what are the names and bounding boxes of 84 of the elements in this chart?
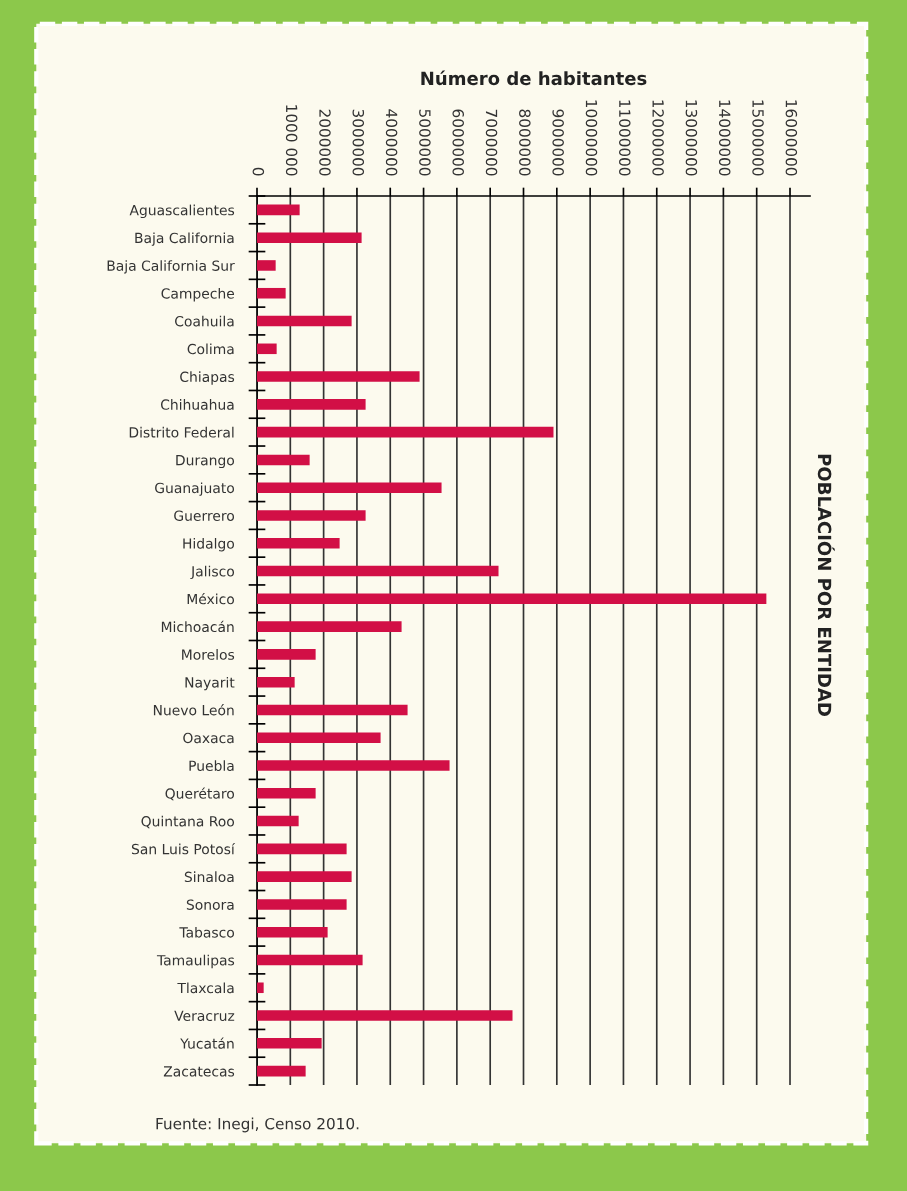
y-tick-label: Hidalgo xyxy=(183,537,235,552)
bar xyxy=(257,510,366,521)
y-tick-label: Baja California xyxy=(135,232,234,246)
y-tick-label: Coahuila xyxy=(175,315,234,327)
y-tick-label: Nayarit xyxy=(185,676,235,691)
y-tick-label: San Luis Potosí xyxy=(131,843,236,855)
bar xyxy=(257,704,408,716)
y-tick-label: Oaxaca xyxy=(183,732,234,744)
bar xyxy=(257,1065,306,1077)
y-tick-label: Tlaxcala xyxy=(177,982,234,994)
y-tick-label: Jalisco xyxy=(190,565,235,580)
bar xyxy=(257,621,402,632)
bar xyxy=(257,260,276,271)
bar xyxy=(257,371,420,382)
bar xyxy=(257,899,347,910)
x-axis-title: Número de habitantes xyxy=(421,70,647,86)
x-tick-label: 3000000 xyxy=(352,109,365,176)
bar xyxy=(257,287,286,299)
bar xyxy=(257,843,347,855)
y-tick-label: Michoacán xyxy=(161,620,234,633)
x-tick-label: 10000000 xyxy=(585,100,598,176)
bar xyxy=(257,426,554,438)
y-tick-label: Veracruz xyxy=(174,1010,235,1022)
x-tick-label: 1000 000 xyxy=(285,105,298,176)
bar xyxy=(257,954,363,966)
y-axis-title: POBLACIÓN POR ENTIDAD xyxy=(817,454,835,716)
bar xyxy=(257,871,352,882)
x-tick-label: 4000000 xyxy=(385,109,398,176)
bar xyxy=(257,537,340,549)
y-tick-label: Morelos xyxy=(182,649,235,660)
y-tick-label: Sonora xyxy=(186,899,234,910)
bar xyxy=(257,454,310,466)
bar xyxy=(257,649,316,660)
bar xyxy=(257,204,300,216)
y-tick-label: Zacatecas xyxy=(163,1066,235,1077)
bar xyxy=(257,1038,322,1049)
bar xyxy=(257,593,767,605)
y-tick-label: México xyxy=(187,593,235,605)
y-tick-label: Aguascalientes xyxy=(129,204,235,219)
y-tick-label: Baja California Sur xyxy=(107,260,235,274)
x-tick-label: 13000000 xyxy=(685,100,698,176)
x-tick-label: 14000000 xyxy=(718,100,731,176)
x-tick-label: 9000000 xyxy=(552,109,564,176)
y-tick-label: Puebla xyxy=(189,760,234,771)
x-tick-label: 11000000 xyxy=(619,100,631,176)
x-tick-label: 12000000 xyxy=(652,100,664,176)
y-tick-label: Tabasco xyxy=(179,926,235,938)
bar xyxy=(257,788,316,799)
bar xyxy=(257,565,499,577)
bar xyxy=(257,343,277,355)
x-tick-label: 8000000 xyxy=(519,109,531,176)
bar xyxy=(257,732,381,744)
y-tick-label: Campeche xyxy=(161,287,235,302)
bar xyxy=(257,482,442,493)
y-tick-label: Guerrero xyxy=(174,510,235,521)
y-tick-label: Nuevo León xyxy=(153,704,234,716)
bar xyxy=(257,760,450,771)
x-tick-label: 15000000 xyxy=(752,100,764,176)
bar xyxy=(257,982,264,994)
bar xyxy=(257,926,328,938)
source-note: Fuente: Inegi, Censo 2010. xyxy=(156,1117,359,1133)
y-tick-label: Guanajuato xyxy=(155,482,235,496)
x-tick-label: 7000000 xyxy=(485,109,498,176)
y-tick-label: Chiapas xyxy=(180,371,235,385)
x-tick-label: 2000000 xyxy=(319,109,331,176)
bar xyxy=(257,815,299,827)
y-tick-label: Querétaro xyxy=(165,787,235,801)
x-tick-label: 0 xyxy=(252,167,265,176)
y-tick-label: Tamaulipas xyxy=(156,954,235,969)
x-tick-label: 5000000 xyxy=(419,109,431,176)
y-tick-label: Colima xyxy=(187,343,234,355)
x-tick-label: 6000000 xyxy=(452,109,464,176)
y-tick-label: Yucatán xyxy=(180,1037,234,1049)
y-tick-label: Chihuahua xyxy=(160,399,234,410)
y-tick-label: Distrito Federal xyxy=(129,426,234,438)
bar xyxy=(257,676,295,688)
y-tick-label: Quintana Roo xyxy=(141,815,235,829)
x-tick-label: 16000000 xyxy=(785,100,798,176)
bar xyxy=(257,399,366,410)
bar xyxy=(257,1010,513,1021)
bar xyxy=(257,232,362,243)
bar xyxy=(257,315,352,327)
y-tick-label: Sinaloa xyxy=(184,871,234,883)
y-tick-label: Durango xyxy=(176,455,235,469)
